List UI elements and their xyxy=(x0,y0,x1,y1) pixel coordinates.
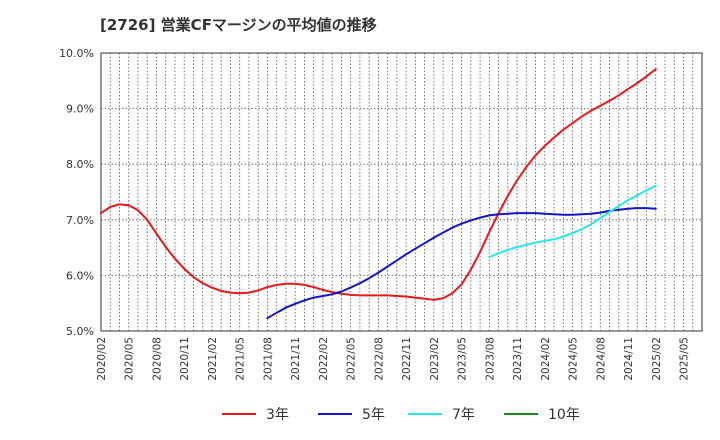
x-tick-label: 2023/08 xyxy=(484,337,496,381)
y-tick-label: 8.0% xyxy=(66,158,94,171)
x-tick-label: 2021/02 xyxy=(207,337,219,381)
y-tick-label: 7.0% xyxy=(66,214,94,227)
y-tick-label: 5.0% xyxy=(66,325,94,338)
x-tick-label: 2020/05 xyxy=(124,337,136,381)
legend-label: 5年 xyxy=(362,407,385,423)
x-tick-label: 2020/08 xyxy=(151,337,163,381)
legend: 3年 5年 7年 10年 xyxy=(222,407,580,423)
legend-label: 3年 xyxy=(266,407,289,423)
y-tick-label: 10.0% xyxy=(59,47,94,60)
x-tick-label: 2024/08 xyxy=(595,337,607,381)
x-tick-label: 2024/11 xyxy=(623,337,635,381)
grid xyxy=(100,52,703,332)
series-lines xyxy=(100,68,657,320)
x-tick-label: 2022/08 xyxy=(373,337,385,381)
plot-area xyxy=(100,52,703,332)
x-tick-label: 2023/02 xyxy=(429,337,441,381)
series-line xyxy=(266,207,657,320)
legend-label: 7年 xyxy=(452,407,475,423)
x-tick-label: 2023/05 xyxy=(457,337,469,381)
x-tick-label: 2024/05 xyxy=(568,337,580,381)
x-tick-label: 2025/05 xyxy=(679,337,691,381)
legend-label: 10年 xyxy=(548,407,580,423)
series-line xyxy=(100,68,657,301)
x-tick-label: 2021/11 xyxy=(290,337,302,381)
x-tick-label: 2021/08 xyxy=(262,337,274,381)
x-tick-label: 2022/02 xyxy=(318,337,330,381)
x-tick-label: 2021/05 xyxy=(235,337,247,381)
x-tick-label: 2025/02 xyxy=(651,337,663,381)
x-tick-label: 2022/05 xyxy=(346,337,358,381)
series-line xyxy=(488,184,657,259)
axes: 5.0% 6.0% 7.0% 8.0% 9.0% 10.0% 2020/02 2020/05 2… xyxy=(59,47,690,381)
x-tick-label: 2022/11 xyxy=(401,337,413,381)
x-tick-label: 2024/02 xyxy=(540,337,552,381)
x-tick-label: 2023/11 xyxy=(512,337,524,381)
x-tick-label: 2020/02 xyxy=(96,337,108,381)
x-tick-label: 2020/11 xyxy=(179,337,191,381)
chart-title: [2726] 営業CFマージンの平均値の推移 xyxy=(100,16,377,34)
y-tick-label: 9.0% xyxy=(66,103,94,116)
y-tick-label: 6.0% xyxy=(66,269,94,282)
